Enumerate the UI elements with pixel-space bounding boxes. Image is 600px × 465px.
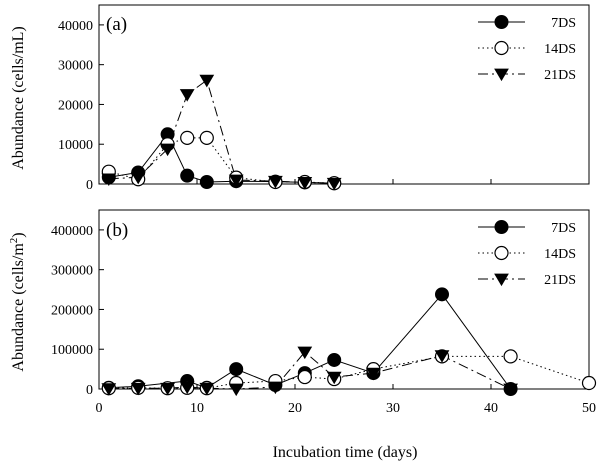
panel-b-x-tick-label: 50 bbox=[582, 401, 596, 416]
panel-a-series-3-point bbox=[228, 174, 244, 188]
panel-a-series-2-point bbox=[199, 130, 214, 145]
panel-b-series-3-point bbox=[434, 350, 450, 363]
panel-b-y-tick-label: 200000 bbox=[51, 303, 93, 318]
panel-a-series-1-point bbox=[180, 168, 195, 183]
panel-b-x-tick-label: 40 bbox=[484, 401, 498, 416]
panel-a-legend-marker-3 bbox=[494, 68, 509, 82]
panel-b-label: (b) bbox=[106, 220, 128, 241]
panel-a-legend-marker-1 bbox=[494, 15, 509, 29]
panel-a-y-axis-title: Abundance (cells/mL) bbox=[10, 26, 27, 170]
panel-b-series-3-point bbox=[199, 382, 215, 396]
panel-a-label: (a) bbox=[106, 14, 127, 35]
panel-b-legend-label-3: 21DS bbox=[544, 273, 576, 288]
panel-b-y-tick-label: 0 bbox=[86, 383, 93, 398]
panel-a-series-3-point bbox=[268, 175, 283, 189]
panel-a-legend-label-2: 14DS bbox=[544, 42, 576, 57]
panel-b-series-3-point bbox=[326, 371, 342, 385]
panel-a-y-tick-label: 0 bbox=[86, 178, 93, 193]
panel-a-y-tick-label: 30000 bbox=[58, 59, 93, 74]
panel-b-series-3-point bbox=[179, 381, 195, 395]
panel-a-legend-label-3: 21DS bbox=[544, 68, 576, 83]
panel-b-series-1-point bbox=[327, 352, 342, 367]
panel-a-series-3-point bbox=[179, 89, 195, 102]
panel-b-series-3-point bbox=[228, 383, 244, 397]
panel-b-x-tick-label: 10 bbox=[190, 401, 204, 416]
panel-b-series-3-point bbox=[101, 383, 117, 396]
panel-a-series-3-point bbox=[130, 171, 146, 185]
panel-a-plot-frame bbox=[98, 4, 590, 185]
panel-b-series-3-point bbox=[297, 346, 313, 360]
panel-b-series-3-point bbox=[160, 382, 175, 396]
panel-b-y-axis-title: Abundance (cells/m2) bbox=[8, 232, 27, 371]
panel-b-legend-marker-3 bbox=[494, 273, 509, 287]
panel-b-series-3-line bbox=[108, 351, 511, 390]
panel-b-series-3-point bbox=[130, 382, 146, 396]
panel-a-series-3-line bbox=[108, 79, 335, 184]
panel-b: (b) Abundance (cells/m2) Incubation time… bbox=[8, 209, 597, 461]
panel-b-legend-label-1: 7DS bbox=[551, 221, 576, 236]
panel-a-series-3-point bbox=[160, 143, 175, 157]
panel-b-series-1-point bbox=[229, 362, 244, 377]
panel-a-legend-label-1: 7DS bbox=[551, 16, 576, 31]
panel-b-series-1-point bbox=[435, 287, 449, 302]
panel-b-y-tick-label: 300000 bbox=[51, 264, 93, 279]
panel-a-y-tick-label: 40000 bbox=[58, 19, 93, 34]
panel-a-series-3-point bbox=[297, 177, 313, 190]
panel-b-series-2-point bbox=[503, 349, 518, 364]
panel-b-series-3-point bbox=[503, 383, 518, 397]
panel-b-x-tick-label: 30 bbox=[386, 401, 400, 416]
panel-a-legend-marker-2 bbox=[494, 40, 509, 56]
panel-a-series-1-point bbox=[199, 175, 214, 190]
panel-a: (a) Abundance (cells/mL) 0 10000 20000 3000… bbox=[10, 4, 590, 193]
panel-a-y-tick-label: 20000 bbox=[58, 98, 93, 113]
panel-b-legend-label-2: 14DS bbox=[544, 247, 576, 262]
panel-b-y-tick-label: 400000 bbox=[51, 224, 93, 239]
panel-a-series-3-point bbox=[326, 177, 342, 191]
panel-a-y-tick-label: 10000 bbox=[58, 138, 93, 153]
panel-b-series-3-point bbox=[268, 381, 283, 395]
panel-b-legend-marker-2 bbox=[494, 245, 509, 261]
panel-a-series-3-point bbox=[199, 74, 215, 88]
panel-a-series-2-point bbox=[180, 130, 195, 145]
panel-b-series-2-point bbox=[297, 369, 312, 385]
panel-b-series-3-point bbox=[366, 367, 381, 381]
panel-b-x-tick-label: 20 bbox=[288, 401, 302, 416]
panel-a-series-3-point bbox=[101, 173, 117, 186]
panel-b-plot-frame bbox=[98, 209, 590, 390]
x-axis-title: Incubation time (days) bbox=[273, 444, 418, 461]
panel-b-legend-marker-1 bbox=[494, 220, 509, 234]
panel-b-y-tick-label: 100000 bbox=[51, 343, 93, 358]
panel-b-series-2-point bbox=[581, 375, 597, 391]
panel-b-x-tick-label: 0 bbox=[96, 401, 103, 416]
